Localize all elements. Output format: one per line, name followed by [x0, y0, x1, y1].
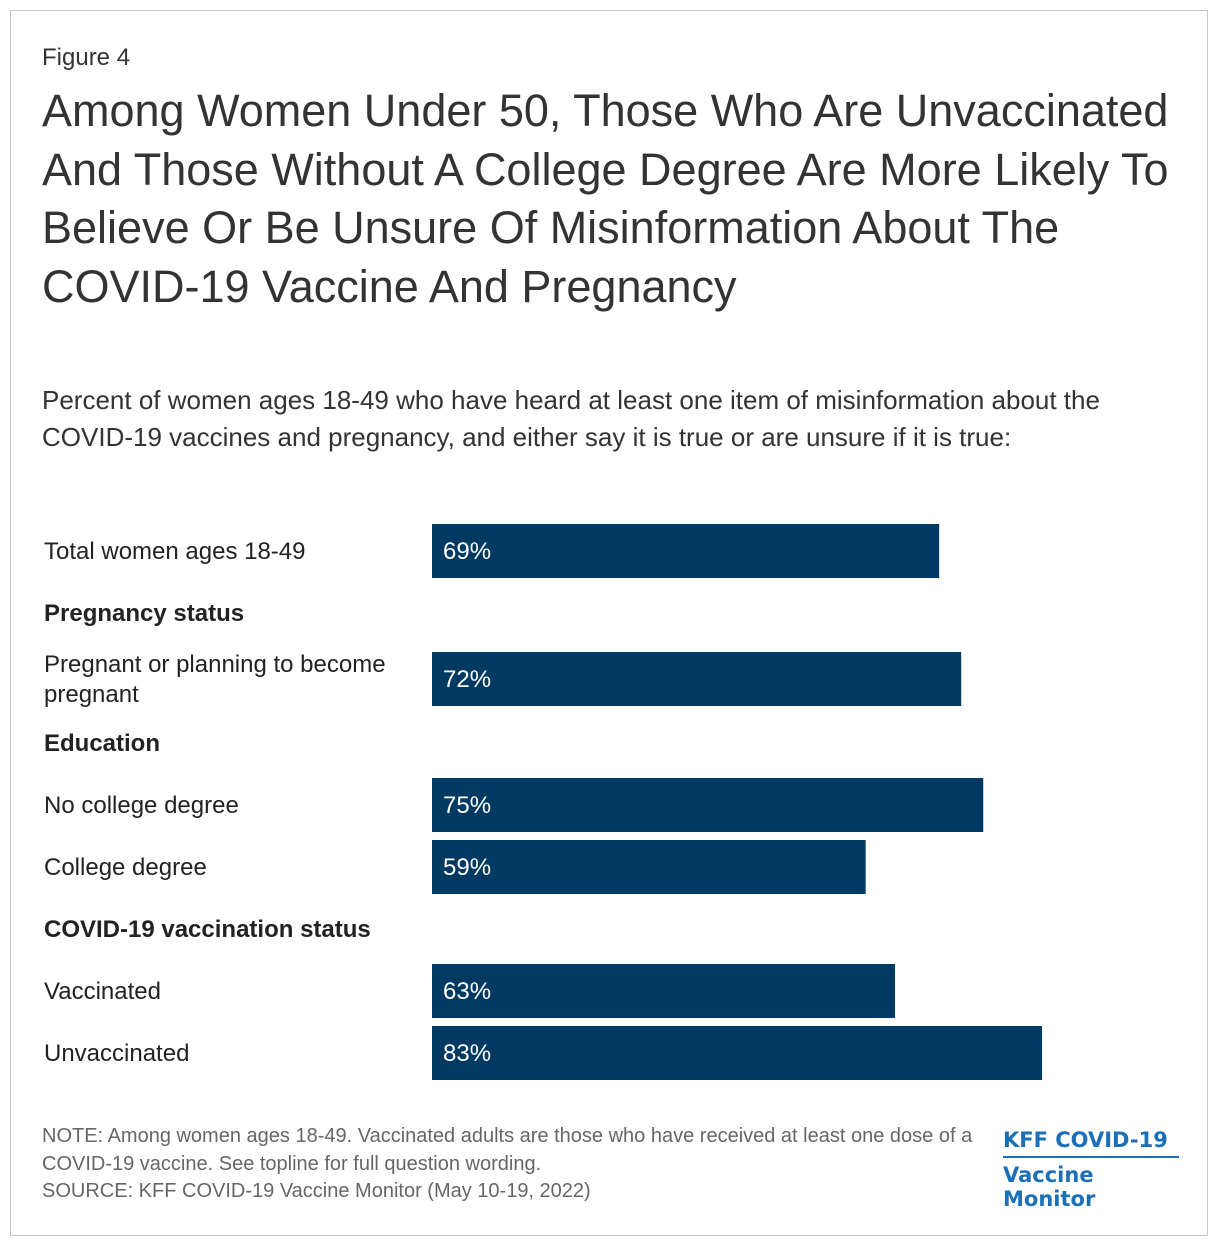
bar — [432, 1026, 1043, 1080]
logo-line-1: KFF COVID-19 — [1003, 1128, 1179, 1158]
bar — [432, 778, 984, 832]
category-label: Vaccinated — [44, 978, 161, 1005]
data-label: 75% — [443, 792, 491, 819]
category-label: Total women ages 18-49 — [44, 538, 306, 565]
group-heading: COVID-19 vaccination status — [44, 916, 371, 943]
bar — [432, 840, 866, 894]
data-label: 63% — [443, 978, 491, 1005]
category-label: College degree — [44, 854, 207, 881]
data-label: 72% — [443, 666, 491, 693]
figure-frame — [10, 10, 1208, 1236]
category-label: No college degree — [44, 792, 239, 819]
bar — [432, 964, 896, 1018]
category-label: Unvaccinated — [44, 1040, 189, 1067]
chart-subtitle: Percent of women ages 18-49 who have hea… — [42, 385, 1100, 452]
group-heading: Education — [44, 730, 160, 757]
group-heading: Pregnancy status — [44, 600, 244, 627]
bar — [432, 652, 962, 706]
category-label: Pregnant or planning to become pregnant — [44, 651, 386, 708]
chart-title: Among Women Under 50, Those Who Are Unva… — [42, 85, 1169, 312]
chart-source: SOURCE: KFF COVID-19 Vaccine Monitor (Ma… — [42, 1180, 591, 1202]
chart-note: NOTE: Among women ages 18-49. Vaccinated… — [42, 1125, 973, 1175]
data-label: 69% — [443, 538, 491, 565]
bar-chart: Total women ages 18-49 69% Pregnancy statu… — [44, 524, 1043, 1080]
data-label: 59% — [443, 854, 491, 881]
bar — [432, 524, 940, 578]
logo-line-2: Vaccine Monitor — [1003, 1163, 1096, 1211]
data-label: 83% — [443, 1040, 491, 1067]
figure-label: Figure 4 — [42, 44, 131, 71]
kff-logo[interactable]: KFF COVID-19 Vaccine Monitor — [1003, 1128, 1179, 1211]
